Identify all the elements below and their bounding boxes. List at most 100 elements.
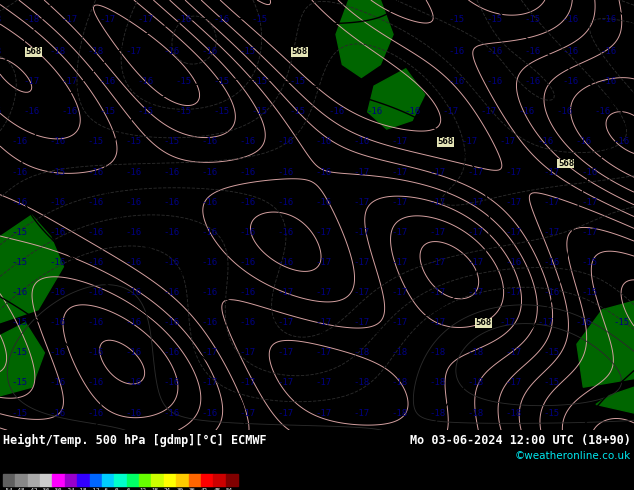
Text: -18: -18	[0, 47, 2, 56]
Text: -16: -16	[0, 107, 2, 116]
Text: -18: -18	[467, 378, 484, 388]
Text: -17: -17	[353, 197, 370, 207]
Text: -18: -18	[391, 378, 408, 388]
Text: -16: -16	[201, 288, 217, 297]
Bar	[102, 474, 114, 486]
Text: -17: -17	[442, 107, 458, 116]
Bar	[127, 474, 139, 486]
Text: -16: -16	[277, 258, 294, 267]
Text: -15: -15	[613, 318, 630, 327]
Text: -15: -15	[11, 348, 27, 357]
Text: -16: -16	[11, 168, 27, 176]
Text: -16: -16	[575, 318, 592, 327]
Text: -16: -16	[87, 348, 103, 357]
Text: -15: -15	[524, 15, 541, 24]
Text: -15: -15	[486, 15, 503, 24]
Text: -17: -17	[239, 409, 256, 417]
Text: -16: -16	[11, 197, 27, 207]
Text: -16: -16	[594, 107, 611, 116]
Text: -17: -17	[239, 378, 256, 388]
Text: -17: -17	[467, 197, 484, 207]
Text: Mo 03-06-2024 12:00 UTC (18+90): Mo 03-06-2024 12:00 UTC (18+90)	[410, 434, 631, 447]
Text: -16: -16	[201, 197, 217, 207]
Text: -15: -15	[290, 107, 306, 116]
Text: -16: -16	[486, 77, 503, 86]
Text: -16: -16	[49, 228, 65, 237]
Text: -17: -17	[61, 15, 78, 24]
Bar	[28, 474, 40, 486]
Text: -15: -15	[163, 138, 179, 147]
Text: -17: -17	[353, 288, 370, 297]
Text: -16: -16	[505, 258, 522, 267]
Text: 0: 0	[114, 488, 118, 490]
Text: -15: -15	[252, 15, 268, 24]
Text: -17: -17	[277, 409, 294, 417]
Text: -16: -16	[448, 47, 465, 56]
Text: 12: 12	[139, 488, 146, 490]
Text: -16: -16	[277, 197, 294, 207]
Bar	[40, 474, 53, 486]
Text: -17: -17	[315, 409, 332, 417]
Text: -16: -16	[543, 258, 560, 267]
Text: -16: -16	[600, 77, 617, 86]
Text: -17: -17	[23, 77, 40, 86]
Text: -17: -17	[315, 318, 332, 327]
Text: -16: -16	[163, 378, 179, 388]
Text: 568: 568	[476, 318, 491, 327]
Text: -16: -16	[49, 138, 65, 147]
Text: -16: -16	[543, 288, 560, 297]
Text: -17: -17	[505, 228, 522, 237]
Text: -17: -17	[138, 15, 154, 24]
Text: -16: -16	[138, 77, 154, 86]
Text: -17: -17	[353, 228, 370, 237]
Text: -17: -17	[353, 258, 370, 267]
Text: -17: -17	[480, 107, 496, 116]
Text: -16: -16	[163, 228, 179, 237]
Text: -17: -17	[277, 348, 294, 357]
Text: -15: -15	[543, 378, 560, 388]
Text: -16: -16	[87, 378, 103, 388]
Text: -17: -17	[61, 77, 78, 86]
Text: -16: -16	[328, 107, 344, 116]
Bar	[3, 474, 15, 486]
Text: -30: -30	[53, 488, 63, 490]
Text: -15: -15	[11, 409, 27, 417]
Text: -15: -15	[11, 378, 27, 388]
Text: -15: -15	[49, 168, 65, 176]
Text: -18: -18	[429, 378, 446, 388]
Text: ©weatheronline.co.uk: ©weatheronline.co.uk	[515, 451, 631, 462]
Text: -16: -16	[87, 409, 103, 417]
Text: -16: -16	[201, 47, 217, 56]
Text: -48: -48	[15, 488, 26, 490]
Text: -16: -16	[87, 197, 103, 207]
Polygon shape	[368, 69, 425, 129]
Text: -16: -16	[87, 288, 103, 297]
Text: -16: -16	[49, 348, 65, 357]
Text: -17: -17	[277, 288, 294, 297]
Text: -15: -15	[11, 318, 27, 327]
Bar	[176, 474, 188, 486]
Text: -17: -17	[581, 228, 598, 237]
Text: -16: -16	[163, 348, 179, 357]
Text: -16: -16	[163, 409, 179, 417]
Text: -17: -17	[461, 138, 477, 147]
Text: -16: -16	[277, 228, 294, 237]
Text: -16: -16	[125, 228, 141, 237]
Text: -15: -15	[100, 107, 116, 116]
Text: -16: -16	[315, 197, 332, 207]
Text: -16: -16	[87, 228, 103, 237]
Bar	[152, 474, 164, 486]
Bar	[226, 474, 238, 486]
Text: -17: -17	[429, 258, 446, 267]
Text: -16: -16	[600, 47, 617, 56]
Text: 568: 568	[558, 159, 574, 168]
Text: -17: -17	[391, 318, 408, 327]
Text: -16: -16	[239, 197, 256, 207]
Text: -16: -16	[239, 258, 256, 267]
Bar	[114, 474, 127, 486]
Text: -17: -17	[315, 228, 332, 237]
Text: -18: -18	[77, 488, 87, 490]
Text: -17: -17	[391, 258, 408, 267]
Text: -16: -16	[448, 77, 465, 86]
Text: -17: -17	[505, 348, 522, 357]
